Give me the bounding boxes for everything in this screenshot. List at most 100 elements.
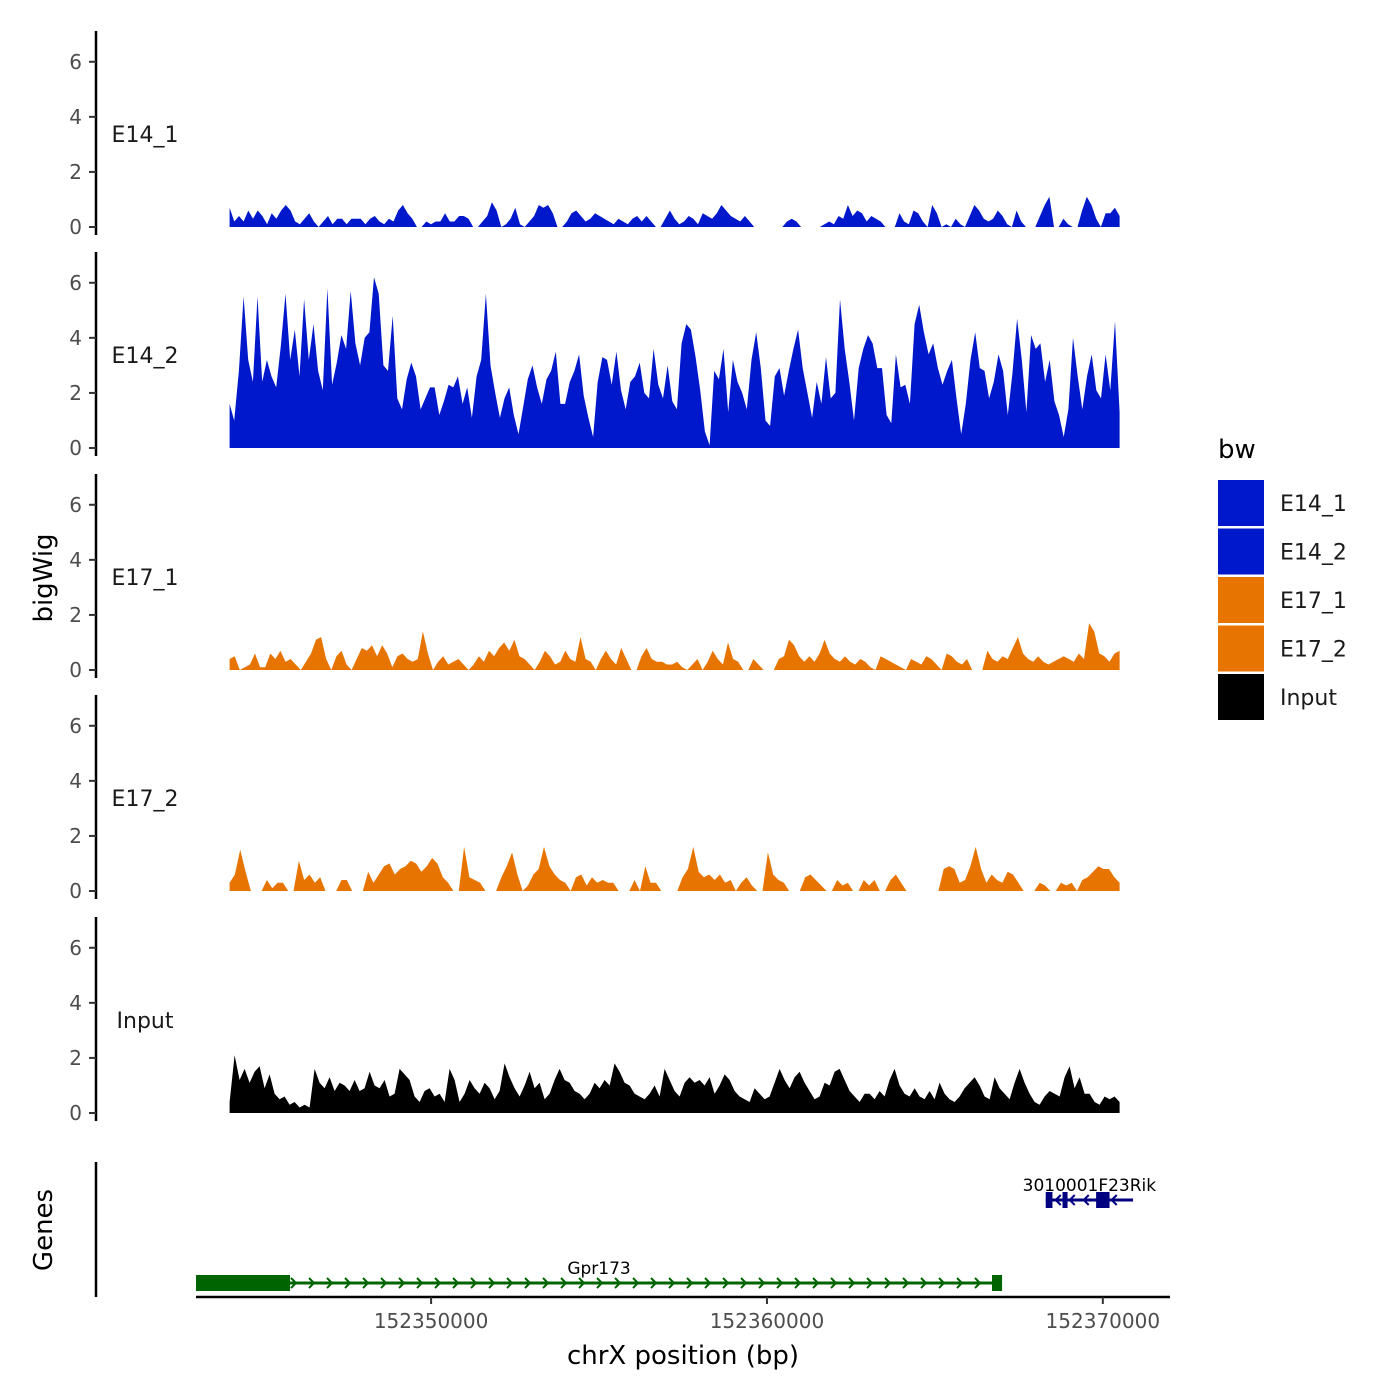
track-E17_2: 0 2 4 6 E17_2 xyxy=(69,695,1120,903)
y-tick-label: 4 xyxy=(69,991,82,1015)
x-axis-title: chrX position (bp) xyxy=(567,1341,799,1371)
strand-chevron xyxy=(578,1277,586,1289)
legend-swatch xyxy=(1218,577,1264,623)
y-tick-label: 0 xyxy=(69,1101,82,1125)
legend-label: E14_1 xyxy=(1280,492,1347,517)
y-tick-label: 6 xyxy=(69,50,82,74)
strand-chevron xyxy=(812,1277,820,1289)
gene-exon xyxy=(196,1275,291,1291)
y-tick-label: 0 xyxy=(69,436,82,460)
strand-chevron xyxy=(290,1277,298,1289)
gene-Gpr173: Gpr173 xyxy=(196,1259,1003,1291)
strand-chevron xyxy=(866,1277,874,1289)
strand-chevron xyxy=(920,1277,928,1289)
y-tick-label: 4 xyxy=(69,105,82,129)
strand-chevron xyxy=(830,1277,838,1289)
y-tick-label: 2 xyxy=(69,160,82,184)
legend-swatch xyxy=(1218,674,1264,720)
y-tick-label: 2 xyxy=(69,381,82,405)
track-E17_1: 0 2 4 6 E17_1 xyxy=(69,474,1120,682)
strand-chevron xyxy=(650,1277,658,1289)
track-label: Input xyxy=(117,1009,174,1034)
genes-track: 3010001F23Rik Gpr173 xyxy=(94,1162,1157,1297)
y-tick-label: 4 xyxy=(69,326,82,350)
y-tick-label: 0 xyxy=(69,215,82,239)
strand-chevron xyxy=(344,1277,352,1289)
strand-chevron xyxy=(524,1277,532,1289)
gene-exon xyxy=(1096,1192,1110,1208)
gene-exon xyxy=(1045,1192,1053,1208)
signal-tracks: 0 2 4 6 E14_1 0 2 4 6 E14_2 0 2 4 6 E17_1 0 2 4 6 E17_2 0 2 4 6… xyxy=(69,31,1120,1125)
strand-chevron xyxy=(902,1277,910,1289)
strand-chevron xyxy=(1068,1194,1076,1206)
strand-chevron xyxy=(848,1277,856,1289)
strand-chevron xyxy=(740,1277,748,1289)
gene-label: 3010001F23Rik xyxy=(1023,1176,1157,1196)
strand-chevron xyxy=(1110,1194,1118,1206)
strand-chevron xyxy=(560,1277,568,1289)
track-Input: 0 2 4 6 Input xyxy=(69,917,1120,1125)
x-tick-label: 152360000 xyxy=(710,1309,825,1333)
x-axis: 152350000 152360000 152370000 xyxy=(196,1295,1170,1333)
y-tick-label: 2 xyxy=(69,1046,82,1070)
strand-chevron xyxy=(308,1277,316,1289)
strand-chevron xyxy=(596,1277,604,1289)
track-E14_2: 0 2 4 6 E14_2 xyxy=(69,252,1120,460)
legend-swatch xyxy=(1218,625,1264,672)
strand-chevron xyxy=(470,1277,478,1289)
legend-label: E14_2 xyxy=(1280,541,1347,566)
signal-area-Input xyxy=(229,1055,1120,1113)
strand-chevron xyxy=(416,1277,424,1289)
legend-label: E17_2 xyxy=(1280,638,1347,663)
strand-chevron xyxy=(758,1277,766,1289)
strand-chevron xyxy=(884,1277,892,1289)
strand-chevron xyxy=(632,1277,640,1289)
y-tick-label: 6 xyxy=(69,714,82,738)
legend: bw E14_1 E14_2 E17_1 E17_2 Input xyxy=(1218,435,1347,720)
strand-chevron xyxy=(380,1277,388,1289)
legend-label: E17_1 xyxy=(1280,589,1347,614)
genes-axis-title: Genes xyxy=(29,1189,59,1271)
legend-label: Input xyxy=(1280,686,1337,711)
y-tick-label: 4 xyxy=(69,769,82,793)
strand-chevron xyxy=(776,1277,784,1289)
strand-chevron xyxy=(488,1277,496,1289)
track-label: E17_2 xyxy=(112,787,179,812)
strand-chevron xyxy=(434,1277,442,1289)
legend-swatch xyxy=(1218,480,1264,526)
strand-chevron xyxy=(326,1277,334,1289)
signal-area-E14_2 xyxy=(229,277,1120,448)
y-tick-label: 0 xyxy=(69,879,82,903)
strand-chevron xyxy=(1082,1194,1090,1206)
strand-chevron xyxy=(1054,1194,1062,1206)
y-tick-label: 6 xyxy=(69,936,82,960)
y-axis-title: bigWig xyxy=(29,533,59,622)
strand-chevron xyxy=(506,1277,514,1289)
legend-items: E14_1 E14_2 E17_1 E17_2 Input xyxy=(1218,480,1347,720)
gene-label: Gpr173 xyxy=(567,1259,630,1279)
strand-chevron xyxy=(974,1277,982,1289)
y-tick-label: 6 xyxy=(69,271,82,295)
signal-area-E17_2 xyxy=(229,846,1120,891)
strand-chevron xyxy=(686,1277,694,1289)
y-tick-label: 2 xyxy=(69,824,82,848)
track-label: E14_1 xyxy=(112,123,179,148)
track-label: E14_2 xyxy=(112,344,179,369)
y-tick-label: 2 xyxy=(69,603,82,627)
strand-chevron xyxy=(452,1277,460,1289)
track-label: E17_1 xyxy=(112,566,179,591)
track-E14_1: 0 2 4 6 E14_1 xyxy=(69,31,1120,239)
x-tick-label: 152370000 xyxy=(1046,1309,1161,1333)
strand-chevron xyxy=(722,1277,730,1289)
signal-area-E17_1 xyxy=(229,623,1120,670)
strand-chevron xyxy=(794,1277,802,1289)
strand-chevron xyxy=(704,1277,712,1289)
strand-chevron xyxy=(938,1277,946,1289)
strand-chevron xyxy=(614,1277,622,1289)
x-tick-label: 152350000 xyxy=(374,1309,489,1333)
strand-chevron xyxy=(668,1277,676,1289)
gene-3010001F23Rik: 3010001F23Rik xyxy=(1023,1176,1157,1208)
gene-exon xyxy=(1062,1192,1068,1208)
signal-area-E14_1 xyxy=(229,196,1120,227)
